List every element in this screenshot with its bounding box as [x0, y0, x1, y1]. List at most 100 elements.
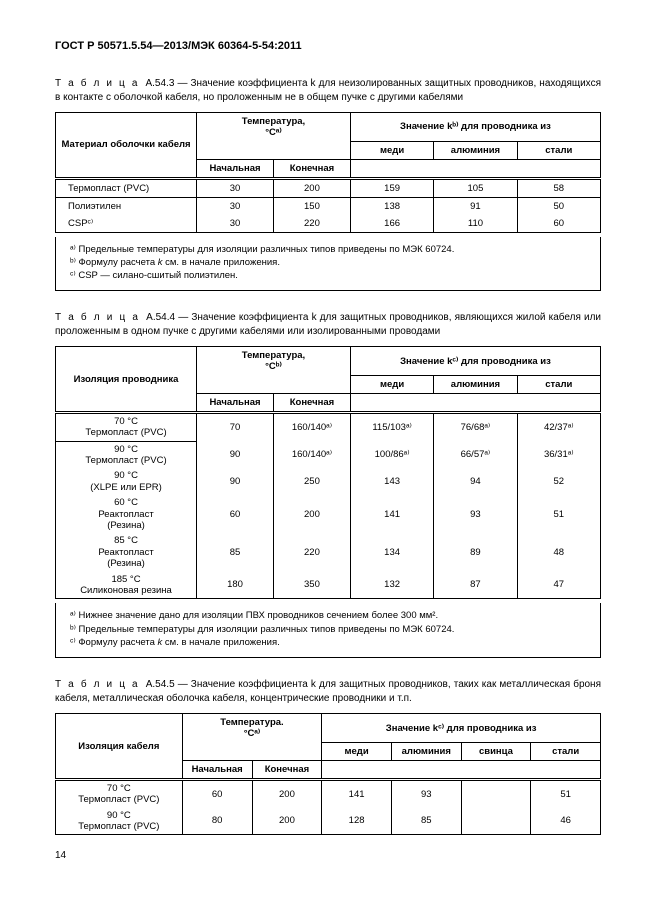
table2-notes: ᵃ⁾ Нижнее значение дано для изоляции ПВХ… [55, 603, 601, 658]
th-k: Значение kᶜ⁾ для проводника из [400, 356, 551, 367]
th-initial: Начальная [182, 760, 252, 779]
table-cell: 30 [197, 197, 274, 215]
table-cell: 90 [197, 468, 274, 495]
th-final: Конечная [273, 159, 350, 178]
table-cell: 70 °CТермопласт (PVC) [56, 412, 197, 441]
table-cell: 100/86ᵃ⁾ [350, 441, 433, 468]
table-cell: 105 [434, 178, 517, 197]
th-steel: стали [517, 375, 600, 393]
th-initial: Начальная [197, 393, 274, 412]
th-cu: меди [350, 141, 433, 159]
table-cell: 89 [434, 533, 517, 571]
table-cell: 42/37ᵃ⁾ [517, 412, 600, 441]
table2-caption: Т а б л и ц а А.54.4 — Значение коэффици… [55, 311, 601, 338]
table-cell: 76/68ᵃ⁾ [434, 412, 517, 441]
table1-notes: ᵃ⁾ Предельные температуры для изоляции р… [55, 237, 601, 292]
note-line: ᶜ⁾ CSP — силано-сшитый полиэтилен. [70, 269, 590, 282]
table-cell: 30 [197, 178, 274, 197]
table-cell: 138 [350, 197, 433, 215]
table-cell: 159 [350, 178, 433, 197]
table-cell: 220 [273, 215, 350, 233]
table-cell: 141 [350, 495, 433, 533]
th-al: алюминия [434, 141, 517, 159]
note-line: ᵃ⁾ Предельные температуры для изоляции р… [70, 243, 590, 256]
caption-num: А.54.3 [145, 78, 174, 89]
th-steel: стали [531, 742, 601, 760]
table-cell: 51 [531, 779, 601, 807]
th-final: Конечная [252, 760, 322, 779]
table-cell: 58 [517, 178, 600, 197]
th-insul: Изоляция кабеля [78, 741, 159, 752]
th-temp: Температура, [242, 350, 305, 361]
table-cell: 143 [350, 468, 433, 495]
table-cell: 36/31ᵃ⁾ [517, 441, 600, 468]
table-cell: 160/140ᵃ⁾ [273, 412, 350, 441]
th-temp: Температура. [220, 717, 283, 728]
table-cell: 30 [197, 215, 274, 233]
table-cell: 200 [273, 495, 350, 533]
th-insul: Изоляция проводника [74, 374, 179, 385]
table-cell: 87 [434, 572, 517, 599]
table-cell: 91 [434, 197, 517, 215]
caption-prefix: Т а б л и ц а [55, 78, 139, 89]
table-cell: 90 [197, 441, 274, 468]
table-cell: 141 [322, 779, 392, 807]
th-temp-unit: °Cᵃ⁾ [244, 728, 261, 739]
table1-caption: Т а б л и ц а А.54.3 — Значение коэффици… [55, 77, 601, 104]
th-temp-unit: °Cᵇ⁾ [265, 361, 282, 372]
th-temp-unit: °Cᵃ⁾ [265, 127, 282, 138]
th-cu: меди [350, 375, 433, 393]
table-cell: 93 [391, 779, 461, 807]
table-cell: 94 [434, 468, 517, 495]
th-cu: меди [322, 742, 392, 760]
doc-header: ГОСТ Р 50571.5.54—2013/МЭК 60364-5-54:20… [55, 40, 601, 52]
note-line: ᵇ⁾ Предельные температуры для изоляции р… [70, 623, 590, 636]
th-pb: свинца [461, 742, 531, 760]
table-cell: 85 °CРеактопласт(Резина) [56, 533, 197, 571]
table-cell: 90 °C(XLPE или EPR) [56, 468, 197, 495]
caption-prefix: Т а б л и ц а [55, 679, 140, 690]
table-cell: 110 [434, 215, 517, 233]
table-cell: 350 [273, 572, 350, 599]
table-cell: 66/57ᵃ⁾ [434, 441, 517, 468]
table-cell: 180 [197, 572, 274, 599]
table3-caption: Т а б л и ц а А.54.5 — Значение коэффици… [55, 678, 601, 705]
table-cell: 128 [322, 808, 392, 835]
table-cell: CSPᶜ⁾ [56, 215, 197, 233]
table-cell: 160/140ᵃ⁾ [273, 441, 350, 468]
table2: Изоляция проводника Температура,°Cᵇ⁾ Зна… [55, 346, 601, 599]
table-cell: 250 [273, 468, 350, 495]
table-cell: 134 [350, 533, 433, 571]
table-cell: 132 [350, 572, 433, 599]
table-cell: 150 [273, 197, 350, 215]
th-initial: Начальная [197, 159, 274, 178]
table-cell: 200 [252, 808, 322, 835]
table-cell: 185 °CСиликоновая резина [56, 572, 197, 599]
th-material: Материал оболочки кабеля [61, 139, 190, 150]
caption-num: А.54.4 [146, 312, 175, 323]
table-cell: 200 [273, 178, 350, 197]
th-al: алюминия [434, 375, 517, 393]
table-cell: 85 [197, 533, 274, 571]
th-steel: стали [517, 141, 600, 159]
th-al: алюминия [391, 742, 461, 760]
table-cell: 60 [197, 495, 274, 533]
caption-prefix: Т а б л и ц а [55, 312, 140, 323]
table-cell: 166 [350, 215, 433, 233]
caption-num: А.54.5 [146, 679, 175, 690]
table-cell: 90 °CТермопласт (PVC) [56, 808, 183, 835]
table-cell [461, 779, 531, 807]
table1: Материал оболочки кабеля Температура,°Cᵃ… [55, 112, 601, 233]
table-cell: 60 °CРеактопласт(Резина) [56, 495, 197, 533]
table-cell: Полиэтилен [56, 197, 197, 215]
page-number: 14 [55, 850, 601, 861]
table-cell: 80 [182, 808, 252, 835]
table-cell: 51 [517, 495, 600, 533]
th-k: Значение kᵇ⁾ для проводника из [400, 121, 551, 132]
table-cell: 200 [252, 779, 322, 807]
table-cell: 115/103ᵃ⁾ [350, 412, 433, 441]
table-cell: 60 [182, 779, 252, 807]
th-temp: Температура, [242, 116, 305, 127]
table-cell: 60 [517, 215, 600, 233]
table-cell: 70 °CТермопласт (PVC) [56, 779, 183, 807]
